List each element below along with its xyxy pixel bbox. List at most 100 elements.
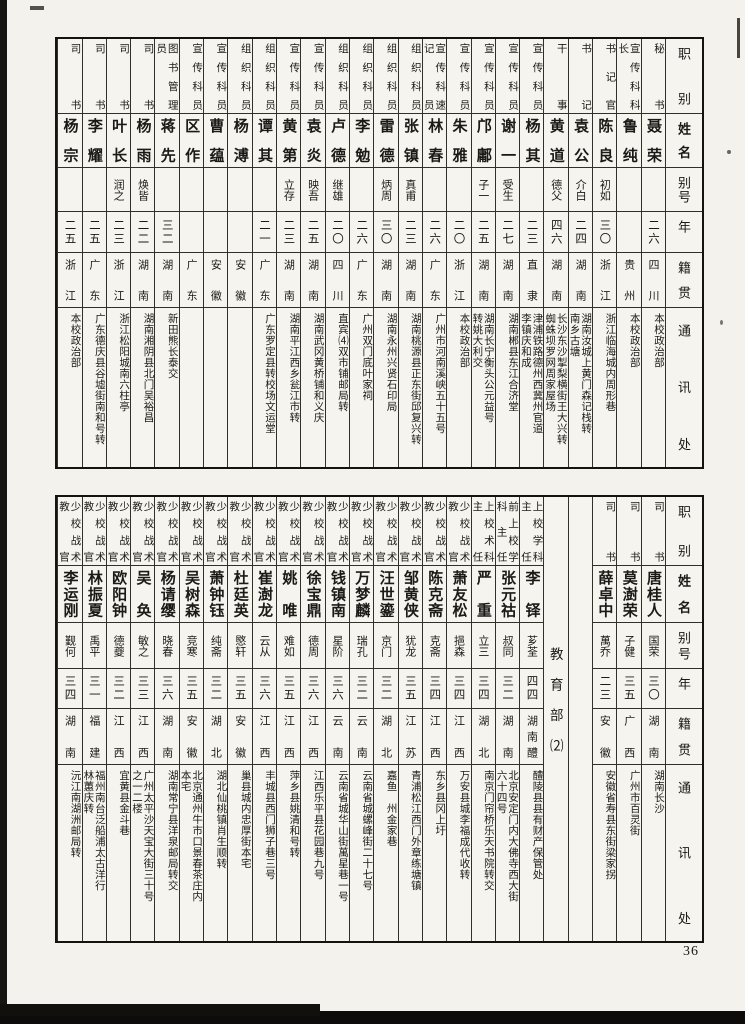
person-age: 二六 — [641, 211, 665, 252]
person-name: 鲁纯仁 — [617, 113, 641, 167]
person-address: 嘉鱼 州金家巷 — [374, 764, 398, 941]
person-title: 少校战术 教官 — [106, 501, 130, 562]
person-title: 少校战术 教官 — [155, 501, 178, 562]
person-age: 二〇 — [447, 211, 471, 252]
person-column: 司书 唐桂人 国荣 三〇 湖南 湖南长沙 — [640, 497, 665, 941]
person-name: 聂荣臻 — [641, 113, 665, 167]
person-name: 姚唯 — [277, 565, 301, 622]
person-title: 少校战术 教官 — [301, 501, 324, 562]
person-origin: 湖南 — [641, 708, 665, 764]
person-title: 宣传科员 — [507, 43, 519, 110]
person-origin: 江苏 — [398, 708, 422, 764]
person-age: 二六 — [349, 211, 374, 252]
row-label-address: 通讯处 — [666, 307, 702, 467]
person-column: 少校战术 教官 萧钟钰 纯斋 三二 湖北 湖北仙桃镇肖生顺转 — [203, 497, 228, 941]
person-address: 本校政治部 — [641, 307, 665, 467]
person-title: 宣传科员 — [312, 43, 324, 110]
person-alias: 炳周 — [374, 167, 398, 211]
person-address: 浙江松阳城南六柱亭 — [106, 307, 131, 467]
person-age: 三一 — [82, 668, 106, 708]
person-age: 二三 — [106, 211, 131, 252]
scan-edge-left — [0, 0, 7, 1024]
person-origin: 浙江 — [447, 252, 471, 307]
person-name: 谭其镜 — [252, 113, 276, 167]
scan-noise — [30, 6, 44, 10]
person-address: 宜黄县金斗巷 — [106, 764, 131, 941]
person-title: 宣传科员 — [215, 43, 227, 110]
person-age: 二五 — [301, 211, 325, 252]
person-column: 组织科员 谭其镜 二一 广东 广东罗定县转校场文运堂 — [251, 39, 276, 467]
person-column: 宣传科员 区作垣 广东 — [178, 39, 204, 467]
person-age: 三四 — [447, 668, 471, 708]
person-address: 本校政治部 — [58, 307, 82, 467]
person-address: 云南省城螺峰街二十七号 — [349, 764, 374, 941]
person-name: 唐桂人 — [641, 565, 665, 622]
person-column: 宣传科科 长 鲁纯仁 贵州 本校政治部 — [616, 39, 641, 467]
person-name: 曹蕴真 — [204, 113, 228, 167]
person-address: 直宾⑷双市铺邮局转 — [325, 307, 349, 467]
person-name: 蒋先泽 — [155, 113, 179, 167]
person-name: 张元祜 — [495, 565, 520, 622]
person-column: 宣传科员 曹蕴真 安徽 — [203, 39, 228, 467]
person-name: 莫澍荣 — [617, 565, 641, 622]
person-alias — [520, 167, 544, 211]
person-title: 司书 — [653, 501, 664, 562]
person-title: 司书 — [69, 43, 81, 110]
person-name: 卢德铭 — [325, 113, 349, 167]
person-address: 湖南湘阴县北门吴裕昌 — [131, 307, 155, 467]
person-name: 邹黄侠 — [398, 565, 422, 622]
person-origin: 广西 — [617, 708, 641, 764]
person-title: 宣传科员 — [191, 43, 203, 110]
person-name: 袁公夏 — [568, 113, 593, 167]
person-age: 三〇 — [374, 211, 398, 252]
person-column: 司书 杨宗励 二五 浙江 本校政治部 — [57, 39, 82, 467]
person-name: 汪世鎏 — [374, 565, 398, 622]
person-alias — [179, 167, 204, 211]
person-origin: 江西 — [277, 708, 301, 764]
person-column: 司书 莫澍荣 子健 三五 广西 广州市百灵街 — [616, 497, 641, 941]
person-alias — [204, 167, 228, 211]
person-alias — [422, 167, 447, 211]
person-age: 三三 — [131, 668, 155, 708]
person-title: 书记官 — [604, 43, 616, 110]
person-title: 少校战术 教官 — [228, 501, 251, 562]
person-name: 黄道 — [544, 113, 568, 167]
scan-noise — [727, 150, 731, 154]
person-column: 少校战术 教官 陈克斋 克斋 三四 江西 东乡县冈上圩 — [421, 497, 447, 941]
person-alias: 芗荃 — [520, 622, 544, 668]
person-column: 少校战术 教官 万梦麟 瑞孔 三二 云南 云南省城螺峰街二十七号 — [348, 497, 374, 941]
person-age: 二三 — [398, 211, 422, 252]
person-alias: 立三 — [471, 622, 495, 668]
person-address: 本校政治部 — [617, 307, 641, 467]
person-name: 杜廷英 — [228, 565, 252, 622]
person-alias: 映吾 — [301, 167, 325, 211]
person-origin: 直隶 — [520, 252, 544, 307]
person-address — [179, 307, 204, 467]
person-title: 组织科员 — [336, 43, 348, 110]
person-alias: 瑞孔 — [349, 622, 374, 668]
person-name: 袁炎烈 — [301, 113, 325, 167]
row-label-name: 姓名 — [666, 565, 702, 622]
person-origin: 湖南 — [471, 252, 495, 307]
person-name: 黄第洪 — [277, 113, 301, 167]
person-column: 教育部⑵ — [543, 497, 567, 941]
person-title: 司书 — [604, 501, 616, 562]
person-column: 宣传科员 杨其纲 二三 直隶 津浦铁路德州西冀州官道 李镇庆和成 — [519, 39, 544, 467]
person-address: 广州市河南溪峡五十五号 — [422, 307, 447, 467]
person-column — [567, 497, 592, 941]
person-origin: 安徽 — [204, 252, 228, 307]
person-name: 杨宗励 — [58, 113, 82, 167]
section-divider-label: 教育部⑵ — [547, 647, 563, 769]
person-title: 少校战术 教官 — [179, 501, 203, 562]
person-title: 少校战术 教官 — [58, 501, 81, 562]
row-label-column: 职别 姓名 别号 年龄 籍贯 通讯处 — [665, 497, 702, 941]
person-age: 三五 — [277, 668, 301, 708]
person-age — [204, 211, 228, 252]
person-address: 安徽省寿县东街梁家拐 — [593, 764, 617, 941]
person-name: 李铎 — [520, 565, 544, 622]
person-name: 区作垣 — [179, 113, 204, 167]
person-name: 朱雅零 — [447, 113, 471, 167]
person-alias: 受生 — [495, 167, 520, 211]
person-age: 二七 — [495, 211, 520, 252]
person-origin: 江西 — [252, 708, 276, 764]
